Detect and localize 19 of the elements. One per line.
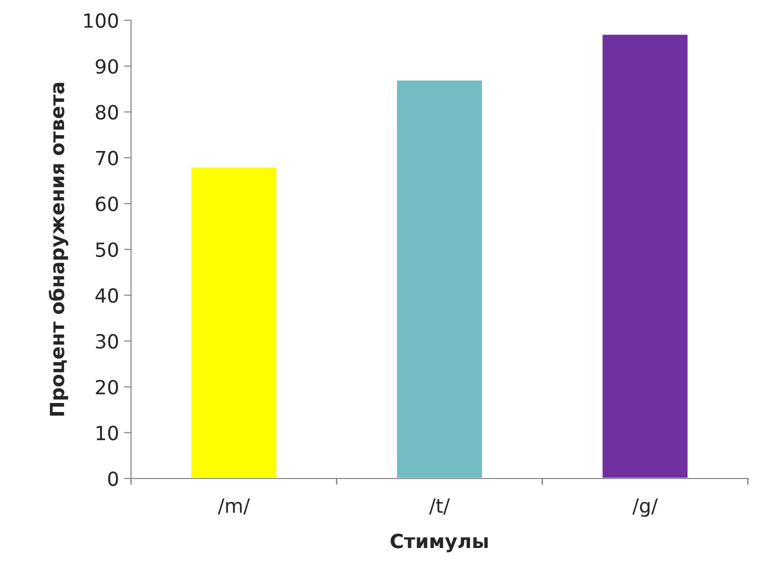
y-tick-label: 50 xyxy=(96,242,118,258)
bar xyxy=(396,79,484,478)
x-tick-label: /g/ xyxy=(632,498,658,517)
y-tick-label: 60 xyxy=(96,196,118,212)
x-tick-label: /m/ xyxy=(218,498,250,515)
x-axis-title: Стимулы xyxy=(390,534,488,552)
bar xyxy=(190,166,278,478)
y-tick-label: 30 xyxy=(96,334,118,349)
y-tick-label: 100 xyxy=(84,13,118,28)
y-axis-title: Процент обнаружения ответа xyxy=(48,82,68,416)
bar xyxy=(601,33,689,478)
y-tick-label: 70 xyxy=(96,150,118,166)
y-tick-label: 0 xyxy=(108,471,118,486)
y-tick-label: 20 xyxy=(96,380,118,395)
y-tick-label: 90 xyxy=(96,59,118,74)
x-tick-label: /t/ xyxy=(429,498,450,515)
y-tick-label: 10 xyxy=(96,426,118,440)
y-tick-label: 40 xyxy=(95,288,118,303)
y-tick-label: 80 xyxy=(96,104,118,120)
